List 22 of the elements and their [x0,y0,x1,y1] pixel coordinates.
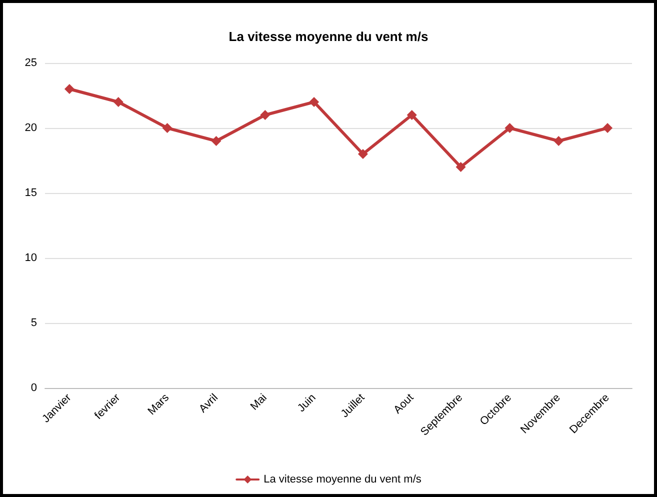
point [64,84,74,94]
y-tick-label: 25 [24,57,37,69]
x-tick-label: Juin [296,392,318,414]
y-tick-label: 10 [24,252,37,264]
x-tick-label: Mai [248,392,270,413]
point [358,149,368,159]
point [211,136,222,146]
y-tick-label: 15 [24,187,37,199]
point [602,123,613,133]
y-tick-label: 5 [30,317,37,329]
y-tick-label: 0 [30,382,37,394]
point [554,136,564,146]
point [162,123,172,133]
point [309,97,320,107]
legend-label: La vitesse moyenne du vent m/s [264,474,422,486]
chart-title: La vitesse moyenne du vent m/s [228,29,428,44]
point [260,110,270,120]
y-tick-label: 20 [24,122,37,134]
point [456,162,466,172]
point [406,110,417,120]
point [504,123,515,133]
point [113,97,124,107]
